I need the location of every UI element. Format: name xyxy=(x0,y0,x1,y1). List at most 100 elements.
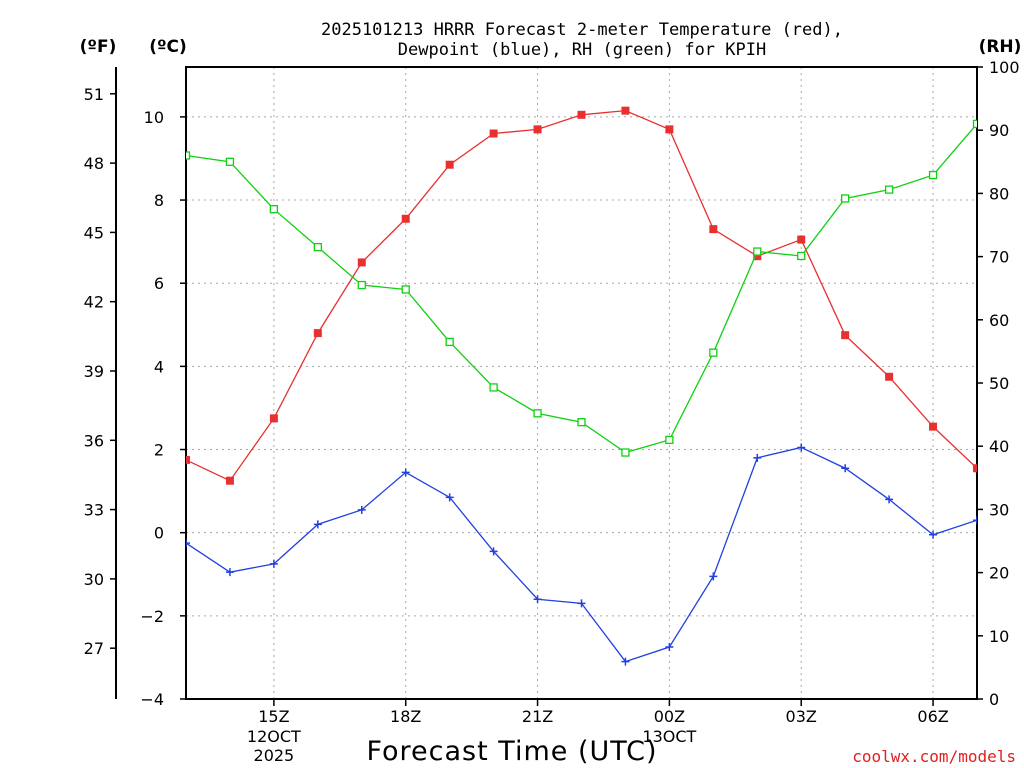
fahrenheit-tick-label: 33 xyxy=(84,501,104,520)
data-point xyxy=(753,453,762,462)
fahrenheit-tick-label: 42 xyxy=(84,293,104,312)
rh-tick-label: 80 xyxy=(989,184,1009,203)
fahrenheit-tick-label: 30 xyxy=(84,570,104,589)
series-dewpoint xyxy=(186,443,977,666)
chart-title-line-1: 2025101213 HRRR Forecast 2-meter Tempera… xyxy=(321,20,843,40)
data-point xyxy=(269,414,278,423)
x-tick-sublabel: 12OCT xyxy=(247,727,301,746)
data-point xyxy=(709,225,718,234)
rh-tick-label: 40 xyxy=(989,437,1009,456)
data-point xyxy=(884,185,894,194)
data-point xyxy=(577,599,586,608)
celsius-tick-label: 4 xyxy=(154,357,164,376)
data-point xyxy=(313,242,322,252)
fahrenheit-tick-label: 36 xyxy=(84,431,104,450)
fahrenheit-tick-label: 45 xyxy=(84,223,104,242)
series-temperature xyxy=(186,106,977,485)
x-tick-label: 06Z xyxy=(917,707,948,726)
x-tick-label: 18Z xyxy=(390,707,421,726)
x-tick-sublabel: 13OCT xyxy=(642,727,696,746)
rh-tick-label: 100 xyxy=(989,58,1020,77)
data-point xyxy=(533,125,542,134)
data-point xyxy=(445,493,454,502)
data-point xyxy=(885,372,894,381)
data-point xyxy=(665,125,674,134)
data-point xyxy=(225,476,234,485)
series-rh xyxy=(186,119,977,457)
data-point xyxy=(445,160,454,169)
data-point xyxy=(445,337,454,347)
data-point xyxy=(489,383,498,392)
series-line xyxy=(186,123,977,454)
data-point xyxy=(797,443,806,452)
data-point xyxy=(929,422,938,431)
data-point xyxy=(665,435,674,445)
data-point xyxy=(269,559,278,568)
rh-tick-label: 70 xyxy=(989,248,1009,267)
data-point xyxy=(186,151,191,160)
celsius-tick-label: 6 xyxy=(154,274,164,293)
data-point xyxy=(401,285,410,294)
data-point xyxy=(225,568,234,577)
data-point xyxy=(186,455,190,464)
data-point xyxy=(357,258,366,267)
celsius-tick-label: −4 xyxy=(140,690,164,709)
celsius-tick-label: −2 xyxy=(140,607,164,626)
data-point xyxy=(621,657,630,666)
x-tick-label: 15Z xyxy=(258,707,289,726)
celsius-unit-label: (ºC) xyxy=(149,37,187,57)
data-point xyxy=(753,252,762,261)
data-point xyxy=(621,106,630,115)
data-point xyxy=(928,170,938,180)
data-point xyxy=(489,129,498,138)
data-point xyxy=(665,643,674,652)
data-point xyxy=(401,468,410,477)
celsius-tick-label: 8 xyxy=(154,191,164,210)
fahrenheit-tick-label: 51 xyxy=(84,85,104,104)
data-point xyxy=(709,572,718,581)
data-point xyxy=(225,157,235,166)
data-point xyxy=(797,235,806,244)
rh-tick-label: 10 xyxy=(989,627,1009,646)
rh-tick-label: 30 xyxy=(989,500,1009,519)
data-point xyxy=(841,331,850,340)
data-point xyxy=(357,505,366,514)
data-point xyxy=(186,539,190,548)
data-point xyxy=(577,418,586,427)
rh-tick-label: 0 xyxy=(989,690,999,709)
data-point xyxy=(489,547,498,556)
celsius-tick-label: 10 xyxy=(144,108,164,127)
rh-tick-label: 50 xyxy=(989,374,1009,393)
data-point xyxy=(973,516,977,525)
x-tick-label: 00Z xyxy=(654,707,685,726)
data-point xyxy=(533,409,542,418)
rh-tick-label: 20 xyxy=(989,564,1009,583)
data-point xyxy=(269,205,279,214)
data-point xyxy=(973,464,977,473)
rh-unit-label: (RH) xyxy=(979,37,1022,57)
data-point xyxy=(841,464,850,473)
fahrenheit-tick-label: 48 xyxy=(84,154,104,173)
data-point xyxy=(753,247,762,256)
data-point xyxy=(885,495,894,504)
data-point xyxy=(972,119,977,129)
series-line xyxy=(186,446,977,663)
fahrenheit-tick-label: 27 xyxy=(84,639,104,658)
rh-tick-label: 90 xyxy=(989,121,1009,140)
x-tick-label: 21Z xyxy=(522,707,553,726)
data-point xyxy=(357,280,366,290)
data-point xyxy=(797,251,806,261)
fahrenheit-unit-label: (ºF) xyxy=(80,37,117,57)
data-point xyxy=(401,214,410,223)
data-point xyxy=(841,194,850,203)
data-point xyxy=(533,595,542,604)
x-tick-sublabel: 2025 xyxy=(254,746,295,765)
chart-title-line-2: Dewpoint (blue), RH (green) for KPIH xyxy=(398,40,766,60)
rh-tick-label: 60 xyxy=(989,311,1009,330)
fahrenheit-tick-label: 39 xyxy=(84,362,104,381)
credit-text: coolwx.com/models xyxy=(852,747,1016,766)
data-point xyxy=(929,530,938,539)
data-point xyxy=(577,110,586,119)
